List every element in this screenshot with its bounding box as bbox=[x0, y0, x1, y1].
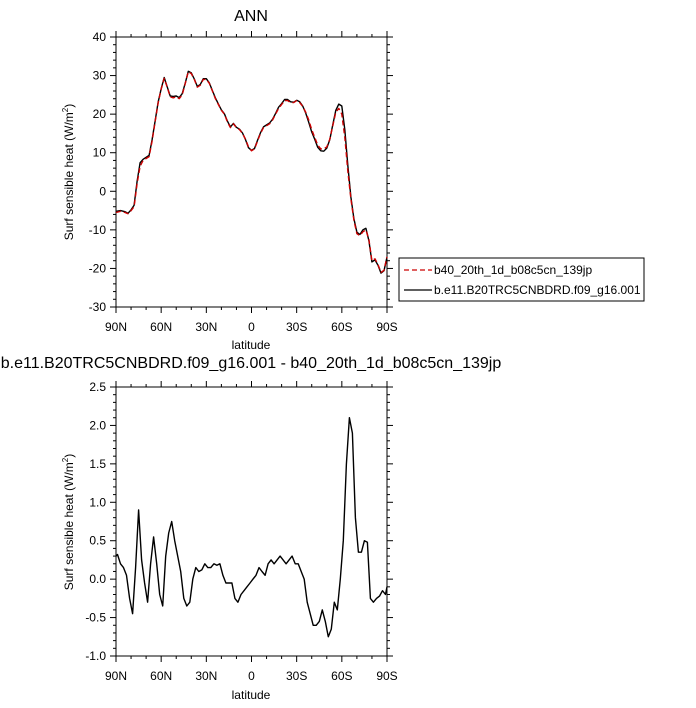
top-plot-frame bbox=[115, 36, 388, 308]
bottom-x-tick-label: 60N bbox=[150, 669, 172, 683]
top-y-tick-label: 20 bbox=[93, 107, 107, 121]
top-x-tick-label: 60N bbox=[150, 320, 172, 334]
bottom-y-axis-label-main: Surf sensible heat (W/m bbox=[62, 462, 76, 590]
bottom-y-axis-ticks: -1.0 -0.5 0.0 0.5 1.0 1.5 2.0 2.5 bbox=[85, 380, 393, 663]
bottom-y-axis-label-sup: 2 bbox=[61, 457, 70, 462]
bottom-y-tick-label: 2.5 bbox=[89, 380, 106, 394]
top-series-lines bbox=[115, 70, 388, 274]
top-y-axis-label-sup: 2 bbox=[61, 107, 70, 112]
bottom-y-tick-label: -1.0 bbox=[85, 649, 106, 663]
top-chart-title: ANN bbox=[234, 8, 268, 25]
top-y-tick-label: 30 bbox=[93, 69, 107, 83]
bottom-y-tick-label: 0.0 bbox=[89, 572, 106, 586]
bottom-x-tick-label: 30N bbox=[195, 669, 217, 683]
top-x-tick-label: 0 bbox=[248, 320, 255, 334]
top-y-tick-label: -20 bbox=[89, 261, 107, 275]
top-y-tick-label: 10 bbox=[93, 146, 107, 160]
bottom-y-tick-label: 0.5 bbox=[89, 534, 106, 548]
top-series-line-1 bbox=[115, 70, 388, 273]
bottom-chart-title: b.e11.B20TRC5CNBDRD.f09_g16.001 - b40_20… bbox=[1, 355, 502, 372]
top-x-axis-ticks: 90N 60N 30N 0 30S 60S 90S bbox=[105, 31, 398, 334]
top-x-tick-label: 60S bbox=[331, 320, 352, 334]
top-y-tick-label: 0 bbox=[99, 184, 106, 198]
top-y-tick-label: -30 bbox=[89, 300, 107, 314]
top-x-tick-label: 90S bbox=[376, 320, 397, 334]
top-y-tick-label: -10 bbox=[89, 223, 107, 237]
bottom-plot-frame bbox=[115, 386, 388, 657]
top-y-tick-label: 40 bbox=[93, 30, 107, 44]
legend-box bbox=[398, 257, 645, 302]
bottom-y-tick-label: 2.0 bbox=[89, 418, 106, 432]
top-y-axis-label-main: Surf sensible heat (W/m bbox=[62, 112, 76, 240]
bottom-y-tick-label: 1.5 bbox=[89, 457, 106, 471]
legend-label-series-2: b.e11.B20TRC5CNBDRD.f09_g16.001 bbox=[434, 283, 641, 297]
bottom-y-tick-label: 1.0 bbox=[89, 495, 106, 509]
bottom-x-tick-label: 90N bbox=[105, 669, 127, 683]
top-x-tick-label: 30S bbox=[286, 320, 307, 334]
bottom-y-axis-label-close: ) bbox=[62, 454, 76, 458]
top-x-axis-label: latitude bbox=[232, 338, 271, 352]
bottom-x-tick-label: 90S bbox=[376, 669, 397, 683]
top-x-tick-label: 30N bbox=[195, 320, 217, 334]
top-y-axis-ticks: -30 -20 -10 0 10 20 30 40 bbox=[89, 30, 393, 314]
top-y-axis-label-close: ) bbox=[62, 104, 76, 108]
top-x-tick-label: 90N bbox=[105, 320, 127, 334]
bottom-series-lines bbox=[115, 417, 388, 638]
top-series-line-2 bbox=[115, 70, 388, 274]
legend: b40_20th_1d_b08c5cn_139jp b.e11.B20TRC5C… bbox=[398, 257, 645, 302]
bottom-x-axis-ticks: 90N 60N 30N 0 30S 60S 90S bbox=[105, 381, 398, 683]
bottom-chart: b.e11.B20TRC5CNBDRD.f09_g16.001 - b40_20… bbox=[1, 355, 502, 702]
bottom-x-axis-label: latitude bbox=[232, 688, 271, 702]
bottom-series-line-1 bbox=[115, 417, 388, 638]
bottom-x-tick-label: 60S bbox=[331, 669, 352, 683]
bottom-x-tick-label: 30S bbox=[286, 669, 307, 683]
bottom-y-tick-label: -0.5 bbox=[85, 611, 106, 625]
bottom-x-tick-label: 0 bbox=[248, 669, 255, 683]
legend-label-series-1: b40_20th_1d_b08c5cn_139jp bbox=[434, 263, 592, 277]
top-y-axis-label: Surf sensible heat (W/m2) bbox=[61, 104, 76, 241]
bottom-y-axis-label: Surf sensible heat (W/m2) bbox=[61, 454, 76, 591]
